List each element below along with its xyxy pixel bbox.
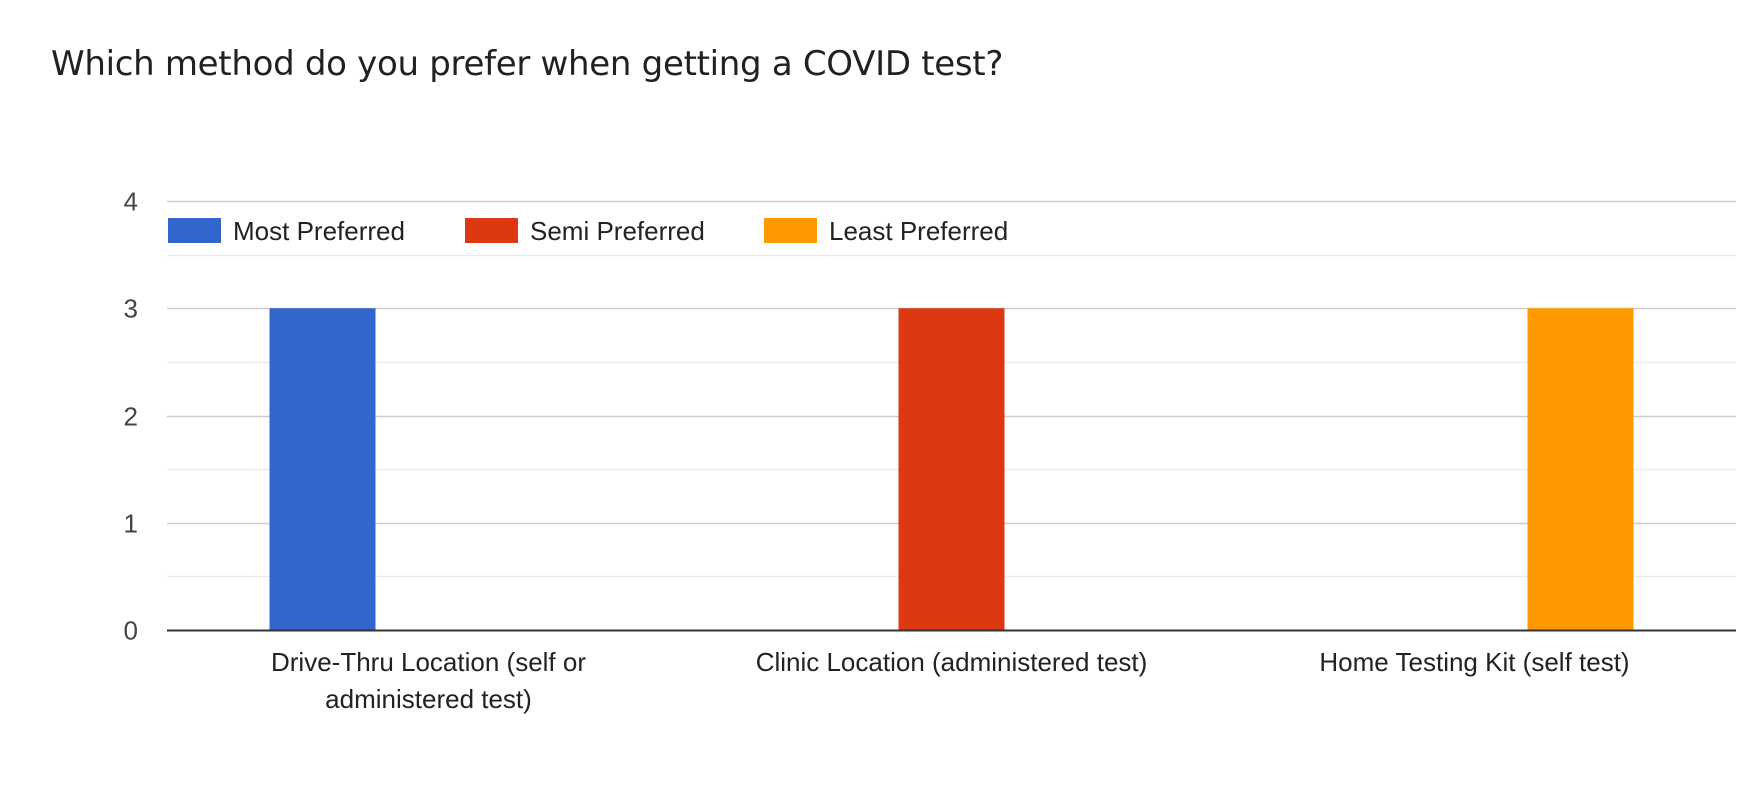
y-tick-label: 4 xyxy=(124,187,138,217)
legend-swatch xyxy=(168,218,221,243)
legend-swatch xyxy=(465,218,518,243)
bar-semi-preferred xyxy=(898,308,1005,630)
y-tick-label: 0 xyxy=(124,616,138,646)
bar-most-preferred xyxy=(269,308,376,630)
x-category-label: Clinic Location (administered test) xyxy=(756,647,1148,677)
legend-label: Least Preferred xyxy=(829,216,1008,246)
y-tick-label: 3 xyxy=(124,294,138,324)
chart-title: Which method do you prefer when getting … xyxy=(51,44,1004,84)
legend-label: Semi Preferred xyxy=(530,216,705,246)
legend-swatch xyxy=(764,218,817,243)
legend-label: Most Preferred xyxy=(233,216,405,246)
x-category-label: administered test) xyxy=(325,684,532,714)
y-tick-label: 1 xyxy=(124,509,138,539)
bar-least-preferred xyxy=(1527,308,1634,630)
x-category-label: Drive-Thru Location (self or xyxy=(271,647,586,677)
x-category-label: Home Testing Kit (self test) xyxy=(1319,647,1629,677)
y-tick-label: 2 xyxy=(124,402,138,432)
